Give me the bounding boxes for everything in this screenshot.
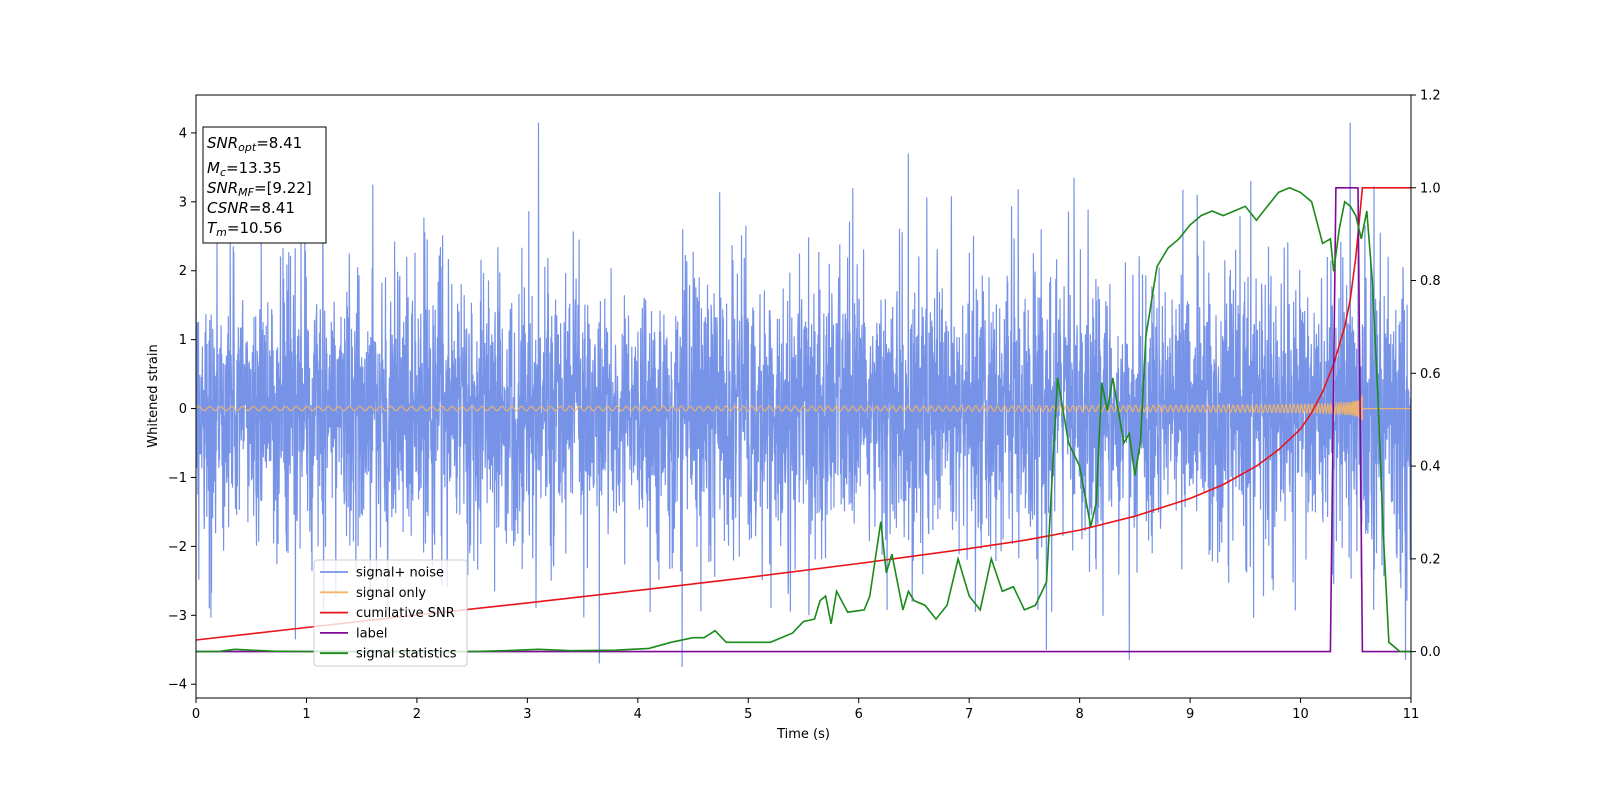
series-cumilative-snr xyxy=(196,187,1411,641)
annotation-symbol: SNR xyxy=(207,134,238,152)
annotation-symbol: SNR xyxy=(207,179,238,197)
series-signal-only xyxy=(196,394,1411,421)
y-tick-label: 2 xyxy=(179,264,187,279)
series-layer xyxy=(196,122,1411,668)
y-tick-label: −1 xyxy=(168,471,187,486)
annotation-subscript: m xyxy=(216,226,227,239)
annotation-value: =[9.22] xyxy=(254,179,312,197)
y-tick-label: 1 xyxy=(179,333,187,348)
axes-layer: 0 1 2 3 4 5 6 7 8 9 10 11 −4 −3 −2 −1 0 1 2 3 4 0.0 0.2 0.4 0.6 0… xyxy=(168,89,1441,723)
y-tick-label: −4 xyxy=(168,678,187,693)
plot-frame xyxy=(195,94,1412,699)
x-tick-label: 5 xyxy=(744,707,752,722)
y-tick-label: −2 xyxy=(168,540,187,555)
annotation-symbol: M xyxy=(207,159,220,177)
x-tick-label: 2 xyxy=(413,707,421,722)
x-tick-label: 11 xyxy=(1403,707,1420,722)
x-tick-label: 0 xyxy=(192,707,200,722)
legend-entry: signal statistics xyxy=(356,647,457,662)
annotation-line: Tm=10.56 xyxy=(207,219,282,239)
annotation-symbol: T xyxy=(207,219,218,237)
series-signal-statistics xyxy=(196,186,1411,653)
x-tick-label: 8 xyxy=(1075,707,1083,722)
annotation-line: CSNR=8.41 xyxy=(207,199,295,217)
annotation-subscript: MF xyxy=(238,186,254,199)
x-tick-label: 3 xyxy=(523,707,531,722)
annotation-frame xyxy=(202,126,327,244)
annotation-subscript: c xyxy=(220,166,226,179)
annotation-value: =8.41 xyxy=(256,134,302,152)
annotation-value: =10.56 xyxy=(227,219,283,237)
legend: signal+ noise signal only cumilative SNR la… xyxy=(313,559,468,667)
y2-tick-label: 0.2 xyxy=(1420,552,1441,567)
legend-entry: signal only xyxy=(356,586,426,601)
y-tick-label: 3 xyxy=(179,195,187,210)
y2-tick-label: 1.2 xyxy=(1420,89,1441,104)
x-tick-label: 7 xyxy=(965,707,973,722)
annotation-value: =13.35 xyxy=(226,159,282,177)
x-tick-label: 6 xyxy=(855,707,863,722)
legend-entry: cumilative SNR xyxy=(356,606,455,621)
legend-frame xyxy=(313,559,468,667)
x-tick-label: 10 xyxy=(1292,707,1309,722)
annotation-symbol: CSNR xyxy=(207,199,249,217)
y-tick-label: −3 xyxy=(168,609,187,624)
annotation-subscript: opt xyxy=(238,141,257,154)
annotation-line: SNRopt=8.41 xyxy=(207,134,302,154)
y2-tick-label: 0.4 xyxy=(1420,460,1441,475)
y2-tick-label: 0.0 xyxy=(1420,645,1441,660)
annotation-box: SNRopt=8.41Mc=13.35SNRMF=[9.22]CSNR=8.41… xyxy=(202,126,327,244)
legend-entry: label xyxy=(356,626,387,641)
series-signal-noise xyxy=(196,122,1411,668)
y-tick-label: 0 xyxy=(179,402,187,417)
x-tick-label: 4 xyxy=(634,707,642,722)
annotation-value: =8.41 xyxy=(249,199,295,217)
annotation-line: Mc=13.35 xyxy=(207,159,282,179)
y2-tick-label: 1.0 xyxy=(1420,181,1441,196)
x-axis-label: Time (s) xyxy=(776,727,830,742)
y-tick-label: 4 xyxy=(179,126,187,141)
legend-entry: signal+ noise xyxy=(356,566,444,581)
y2-tick-label: 0.8 xyxy=(1420,274,1441,289)
annotation-line: SNRMF=[9.22] xyxy=(207,179,312,199)
x-tick-label: 9 xyxy=(1186,707,1194,722)
series-label xyxy=(196,187,1411,653)
y-axis-label: Whitened strain xyxy=(146,344,161,447)
y2-tick-label: 0.6 xyxy=(1420,367,1441,382)
x-tick-label: 1 xyxy=(302,707,310,722)
